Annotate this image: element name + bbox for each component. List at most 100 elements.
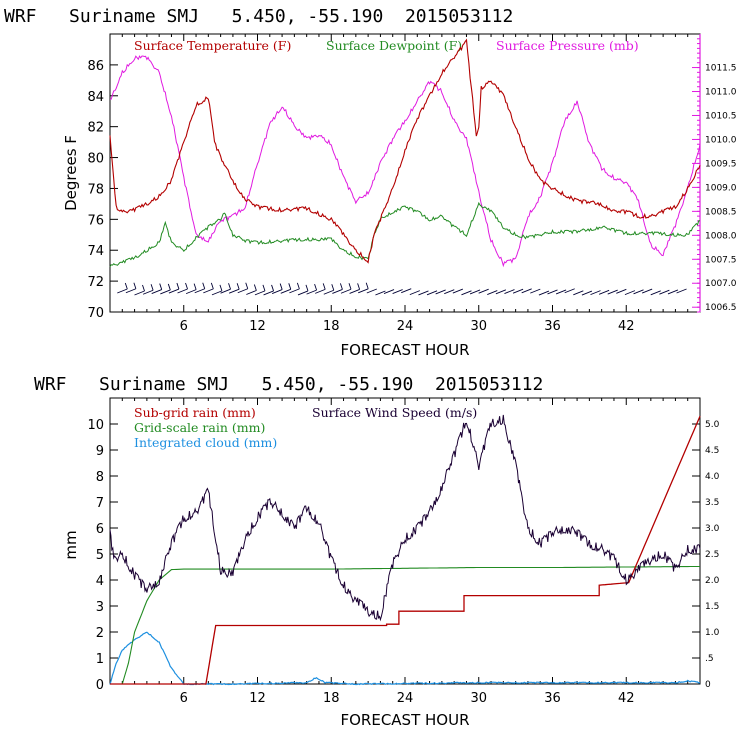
integrated-cloud-line — [109, 631, 701, 686]
wind-barbs-row — [117, 282, 687, 296]
wind-barb-flag — [288, 283, 292, 290]
wind-barb — [168, 288, 180, 294]
wind-barb — [358, 288, 369, 294]
wind-barb — [555, 289, 567, 295]
wind-barb-flag — [279, 283, 283, 290]
wind-barb — [495, 289, 507, 295]
wind-barb-flag — [185, 282, 188, 290]
wind-barb — [185, 289, 197, 295]
wind-barb — [444, 289, 455, 295]
y2-tick-label: 2.0 — [705, 576, 720, 586]
wind-barb — [134, 290, 145, 296]
wind-barb-flag — [167, 283, 171, 291]
wind-barb — [452, 288, 464, 294]
top-plot-frame — [109, 33, 701, 313]
wind-barb — [633, 289, 644, 295]
x-tick-label: 18 — [323, 319, 340, 334]
y2-tick-label: .5 — [705, 654, 714, 664]
y-tick-label: 7 — [96, 496, 104, 511]
top-panel-title: WRF Suriname SMJ 5.450, -55.190 20150531… — [4, 6, 513, 27]
bottom-y-axis-label: mm — [62, 530, 80, 559]
wind-barb — [271, 289, 283, 294]
wind-barb-flag — [124, 282, 128, 290]
wind-barb-flag — [193, 283, 197, 290]
x-tick-label: 30 — [470, 319, 487, 334]
wind-barb-flag — [228, 283, 231, 290]
y2-tick-label: 1007.5 — [705, 255, 737, 265]
wind-barb-flag — [331, 284, 335, 291]
y2-tick-label: 4.5 — [705, 446, 719, 456]
gridscale-rain-line — [110, 565, 700, 685]
wind-barb — [667, 289, 679, 295]
wind-barb — [538, 290, 550, 296]
wind-barb-flag — [322, 283, 326, 290]
wind-barb — [366, 288, 377, 294]
wind-barb — [211, 290, 223, 296]
wind-barb — [246, 290, 257, 295]
wind-barb — [289, 288, 300, 294]
y-tick-label: 78 — [87, 182, 104, 197]
y2-tick-label: 1007.0 — [705, 279, 737, 289]
wind-barb — [340, 288, 352, 294]
y-tick-label: 76 — [87, 213, 104, 228]
wind-barb — [160, 289, 171, 295]
wind-barb — [306, 289, 317, 295]
bottom-x-axis-label: FORECAST HOUR — [340, 711, 469, 729]
y2-tick-label: 3.0 — [705, 524, 720, 534]
y2-tick-label: 1011.5 — [705, 64, 737, 74]
y2-tick-label: 1008.5 — [705, 207, 737, 217]
y2-tick-label: 1.0 — [705, 628, 720, 638]
y2-tick-label: 0 — [705, 680, 711, 690]
wind-barb — [117, 288, 128, 294]
wind-barb — [581, 290, 593, 296]
wind-barb — [504, 289, 515, 295]
wind-barb-flag — [348, 283, 352, 290]
y2-tick-label: 1009.5 — [705, 159, 737, 169]
wind-barb — [263, 290, 274, 296]
wind-barb — [487, 290, 498, 295]
y-tick-label: 6 — [96, 522, 104, 537]
y2-tick-label: 1010.0 — [705, 135, 737, 145]
legend-surface-dewpoint: Surface Dewpoint (F) — [326, 38, 462, 53]
y-tick-label: 80 — [87, 152, 104, 167]
x-tick-label: 12 — [249, 691, 266, 706]
top-x-ticks: 6 12 18 24 30 36 42 — [121, 34, 689, 334]
y-tick-label: 72 — [87, 275, 104, 290]
wind-barb — [375, 290, 386, 296]
y-tick-label: 2 — [96, 626, 104, 641]
wind-barb — [315, 288, 326, 294]
wind-barb — [401, 288, 412, 294]
y2-tick-label: 1.5 — [705, 602, 719, 612]
wind-barb — [521, 288, 532, 294]
wind-barb — [512, 288, 524, 294]
wind-barb-flag — [142, 284, 145, 292]
wind-barb — [151, 289, 162, 294]
wind-barb — [573, 290, 584, 296]
wind-barb — [177, 288, 188, 294]
wind-barb — [616, 288, 627, 294]
wind-barb-flag — [296, 282, 300, 290]
y-tick-label: 3 — [96, 600, 104, 615]
x-tick-label: 12 — [249, 319, 266, 334]
x-tick-label: 36 — [544, 319, 561, 334]
wind-barb — [659, 289, 670, 295]
wind-barb — [125, 288, 137, 294]
wind-barb-flag — [176, 282, 180, 290]
wind-barb — [297, 290, 309, 296]
x-tick-label: 42 — [618, 691, 635, 706]
wind-barb-flag — [339, 283, 343, 290]
y-tick-label: 74 — [87, 244, 104, 259]
wind-barb — [237, 288, 248, 294]
y2-tick-label: 1011.0 — [705, 88, 737, 98]
y2-tick-label: 3.5 — [705, 498, 719, 508]
wind-barb — [598, 289, 610, 295]
top-y-ticks: 70 72 74 76 78 80 82 84 86 — [87, 59, 118, 321]
wind-barb — [383, 289, 395, 294]
temperature-panel: WRF Suriname SMJ 5.450, -55.190 20150531… — [4, 6, 737, 359]
x-tick-label: 6 — [180, 319, 188, 334]
wind-barb-flag — [365, 282, 369, 289]
wind-barb — [650, 290, 661, 296]
y2-tick-label: 1010.5 — [705, 111, 737, 121]
